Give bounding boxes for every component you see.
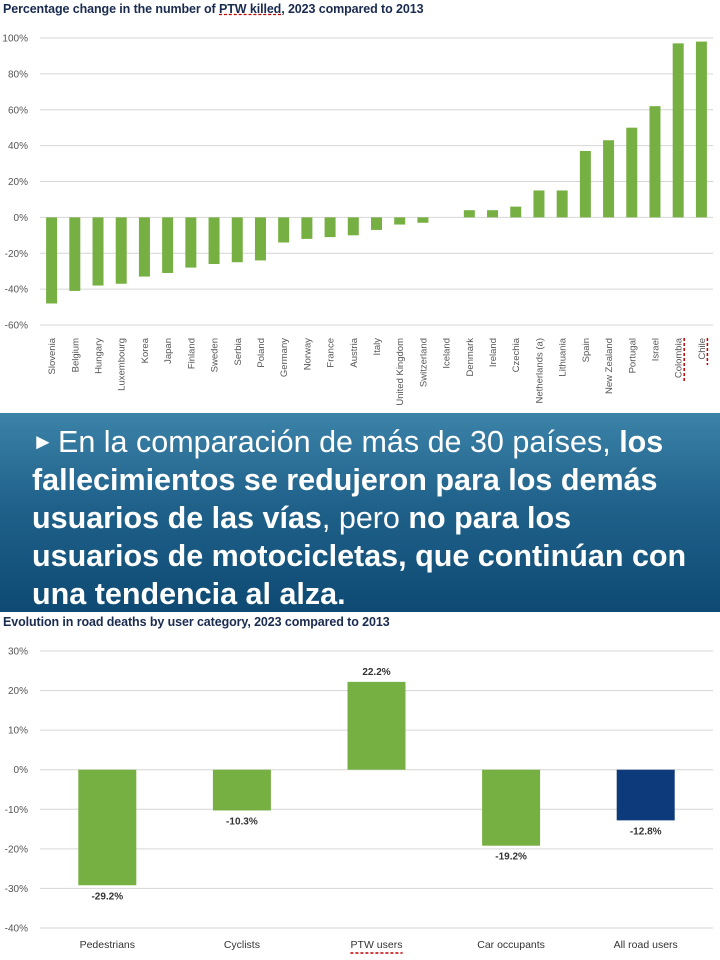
bar <box>510 206 522 218</box>
bar <box>115 217 127 284</box>
y-tick-label: 60% <box>8 105 28 116</box>
x-tick-label: Netherlands (a) <box>534 338 545 403</box>
y-tick-label: 10% <box>8 726 28 737</box>
bar <box>649 106 661 218</box>
x-tick-label: Chile <box>697 338 708 360</box>
y-tick-label: -10% <box>5 805 28 816</box>
bar <box>672 43 684 218</box>
data-label: 22.2% <box>362 667 390 678</box>
x-tick-label: Car occupants <box>477 939 545 951</box>
bar <box>603 140 615 218</box>
x-tick-label: Austria <box>349 337 360 367</box>
x-tick-label: Sweden <box>210 338 221 372</box>
x-tick-label: Poland <box>256 338 267 368</box>
x-tick-label: Serbia <box>233 337 244 365</box>
x-tick-label: United Kingdom <box>395 338 406 406</box>
bar <box>626 127 638 218</box>
x-tick-label: France <box>326 338 337 368</box>
y-tick-label: -20% <box>5 249 28 260</box>
x-tick-label: Cyclists <box>224 939 260 951</box>
bar <box>579 151 591 218</box>
y-tick-label: 20% <box>8 686 28 697</box>
x-tick-label: Luxembourg <box>117 338 128 391</box>
bar <box>46 217 58 304</box>
bar <box>371 217 382 230</box>
x-tick-label: Ireland <box>488 338 499 367</box>
x-tick-label: Iceland <box>442 338 453 369</box>
bar <box>695 41 707 218</box>
bar <box>278 217 290 243</box>
x-tick-label: Italy <box>372 338 383 356</box>
bar <box>347 681 406 770</box>
x-tick-label: Switzerland <box>418 338 429 387</box>
bar <box>92 217 104 286</box>
y-tick-label: 0% <box>14 765 29 776</box>
bar <box>616 769 675 821</box>
bar <box>347 217 359 236</box>
x-tick-label: PTW users <box>351 939 403 951</box>
bar <box>463 210 475 218</box>
x-tick-label: Norway <box>302 338 313 370</box>
data-label: -12.8% <box>630 826 662 837</box>
x-tick-label: Portugal <box>627 338 638 373</box>
banner-text: En la comparación de más de 30 países, l… <box>32 425 687 611</box>
bar <box>417 217 429 223</box>
x-tick-label: Lithuania <box>558 337 569 376</box>
bar <box>324 217 336 238</box>
bar <box>231 217 243 263</box>
bar <box>185 217 197 268</box>
y-tick-label: 20% <box>8 177 28 188</box>
bar <box>394 217 406 225</box>
x-tick-label: Hungary <box>94 338 105 374</box>
chart2-title: Evolution in road deaths by user categor… <box>3 615 390 629</box>
chart1-svg: 100% 80% 60% 40% 20% 0% -20% -40% -60% Slovenia Be… <box>2 34 713 406</box>
bar <box>254 217 266 261</box>
x-tick-label: Germany <box>279 338 290 377</box>
x-tick-label: Czechia <box>511 337 522 372</box>
chart1-title: Percentage change in the number of PTW k… <box>3 2 424 16</box>
x-tick-label: Finland <box>186 338 197 369</box>
bar <box>138 217 150 277</box>
bar <box>533 190 545 218</box>
y-tick-label: -30% <box>5 884 28 895</box>
x-tick-label: Denmark <box>465 338 476 377</box>
x-tick-label: Spain <box>581 338 592 362</box>
data-label: -19.2% <box>495 852 527 863</box>
x-tick-label: Israel <box>650 338 661 361</box>
bar <box>162 217 174 273</box>
bar <box>556 190 568 218</box>
y-tick-label: -40% <box>5 924 28 935</box>
y-tick-label: 40% <box>8 141 28 152</box>
bar <box>69 217 81 291</box>
y-tick-label: -40% <box>5 285 28 296</box>
x-tick-label: New Zealand <box>604 338 615 394</box>
y-tick-label: 80% <box>8 69 28 80</box>
bar <box>212 769 271 811</box>
data-label: -10.3% <box>226 816 258 827</box>
y-tick-label: -60% <box>5 321 28 332</box>
x-tick-label: Belgium <box>70 338 81 372</box>
y-tick-label: 100% <box>2 34 28 45</box>
bar <box>301 217 313 239</box>
x-tick-label: Japan <box>163 338 174 364</box>
data-label: -29.2% <box>91 891 123 902</box>
y-tick-label: 30% <box>8 647 28 658</box>
y-tick-label: -20% <box>5 844 28 855</box>
bar <box>487 210 499 218</box>
right-pointer-arrow-icon: ► <box>32 429 54 454</box>
y-tick-label: 0% <box>14 213 29 224</box>
bar <box>482 769 541 846</box>
bar <box>208 217 220 265</box>
x-tick-label: Slovenia <box>47 337 58 374</box>
bar <box>78 769 137 886</box>
x-tick-label: Colombia <box>674 337 685 378</box>
x-tick-label: Pedestrians <box>80 939 135 951</box>
x-tick-label: Korea <box>140 337 151 363</box>
summary-banner: ► En la comparación de más de 30 países, … <box>0 413 720 612</box>
x-tick-label: All road users <box>614 939 678 951</box>
